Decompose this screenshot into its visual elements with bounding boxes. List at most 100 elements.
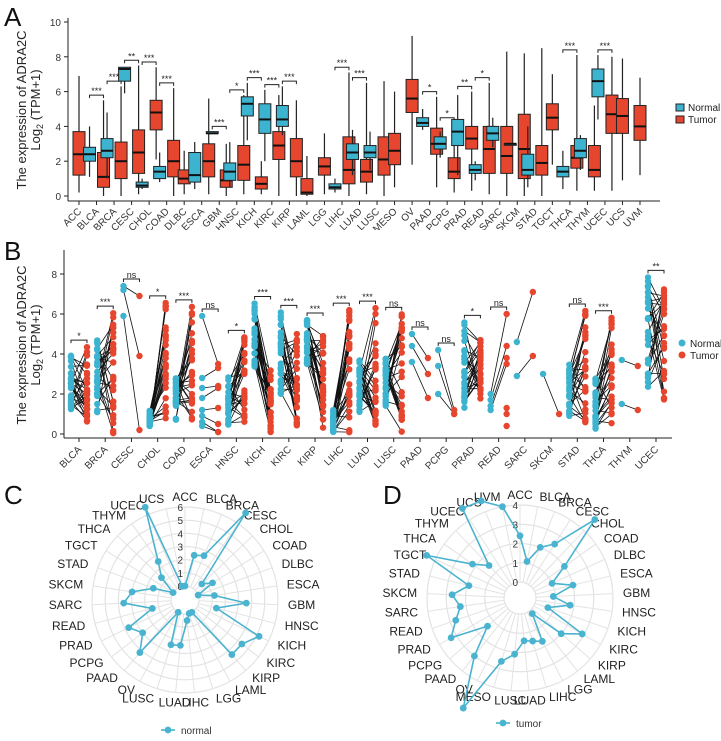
significance-label: *** <box>600 41 611 51</box>
radar-category-label: LIHC <box>549 690 577 704</box>
y-tick-label: 6 <box>51 310 57 321</box>
pair-line <box>96 348 114 416</box>
pair-line <box>123 315 140 431</box>
tumor-box <box>289 138 303 178</box>
tumor-point <box>503 310 510 318</box>
tumor-point <box>293 330 301 338</box>
radar-category-label: COAD <box>272 539 307 553</box>
radar-category-label: KICH <box>277 638 306 652</box>
pair-line <box>490 357 508 407</box>
x-tick-label: THYM <box>607 444 635 472</box>
normal-point <box>566 408 573 415</box>
normal-point <box>225 383 232 390</box>
normal-point <box>566 412 573 420</box>
tumor-point <box>608 410 615 418</box>
radar-spoke <box>455 530 510 587</box>
tumor-point <box>293 352 301 359</box>
normal-point <box>487 390 494 398</box>
significance-bracket <box>568 303 586 307</box>
normal-point <box>356 401 363 408</box>
pair-line <box>490 363 508 411</box>
tumor-point <box>660 288 668 296</box>
tumor-point <box>582 388 589 395</box>
normal-point <box>251 315 258 322</box>
radar-point <box>529 637 537 645</box>
significance-label: *** <box>91 86 102 96</box>
tumor-point <box>372 360 379 368</box>
significance-label: ns <box>494 298 504 308</box>
tumor-point <box>319 408 327 416</box>
x-tick-label: HNSC <box>214 444 242 472</box>
radar-point <box>158 574 165 582</box>
tumor-point <box>267 409 274 416</box>
radar-spoke <box>435 558 506 592</box>
tumor-point <box>83 387 91 395</box>
normal-point <box>408 342 416 350</box>
tumor-point <box>346 414 353 421</box>
significance-bracket <box>597 49 613 53</box>
normal-point <box>146 409 153 416</box>
normal-point <box>251 300 258 307</box>
normal-point <box>566 375 573 382</box>
radar-point <box>569 581 577 589</box>
tumor-box <box>405 78 419 113</box>
normal-point <box>644 360 652 367</box>
radar-point <box>238 640 246 648</box>
y-tick-label: 8 <box>55 53 61 64</box>
significance-label: ns <box>205 300 215 310</box>
pair-line <box>96 353 114 373</box>
tumor-box <box>300 178 314 195</box>
tumor-point <box>110 411 117 419</box>
significance-bracket <box>264 84 280 88</box>
tumor-point <box>477 350 484 357</box>
radar-spoke <box>131 523 178 589</box>
legend-tumor-label: Tumor <box>690 351 719 362</box>
tumor-point <box>83 371 91 378</box>
x-tick-label: LIHC <box>322 444 346 468</box>
normal-point <box>303 349 311 356</box>
tumor-point <box>136 352 143 360</box>
radar-point <box>174 608 182 616</box>
radar-point <box>528 610 536 618</box>
tumor-point <box>660 357 668 365</box>
radar-category-label: THCA <box>403 531 436 545</box>
significance-bracket <box>96 305 114 310</box>
radar-point <box>212 604 220 612</box>
normal-point <box>251 330 258 338</box>
tumor-point <box>346 328 353 336</box>
significance-label: ns <box>127 270 137 280</box>
radar-spoke <box>526 611 564 681</box>
radar-category-label: THYM <box>415 516 449 530</box>
tumor-point <box>477 395 484 402</box>
radar-spoke <box>192 523 239 589</box>
significance-bracket <box>474 77 490 81</box>
tumor-point <box>241 387 248 394</box>
legend-tumor-swatch <box>678 351 686 359</box>
tumor-point <box>162 403 169 410</box>
radar-category-label: KIRC <box>266 656 295 670</box>
radar-spoke <box>534 558 605 592</box>
tumor-point <box>241 368 248 375</box>
normal-point <box>172 379 180 387</box>
normal-point <box>67 369 75 377</box>
radar-spoke <box>462 610 511 672</box>
tumor-point <box>110 373 117 380</box>
tumor-point <box>398 334 405 342</box>
pair-line <box>437 349 455 411</box>
normal-point <box>303 317 311 325</box>
tumor-point <box>293 403 301 411</box>
normal-point <box>487 406 494 414</box>
pair-line <box>595 387 612 420</box>
radar-spoke <box>194 535 253 591</box>
radar-spoke <box>190 514 223 588</box>
radar-category-label: LAML <box>584 672 616 686</box>
radar-category-label: ACC <box>507 488 533 502</box>
tumor-point <box>372 340 379 347</box>
pair-line <box>411 361 429 399</box>
tumor-point <box>188 368 196 376</box>
tumor-point <box>136 292 143 300</box>
tumor-point <box>582 373 589 380</box>
radar-category-label: ESCA <box>620 567 653 581</box>
tumor-point <box>293 397 301 405</box>
radar-tick-label: 3 <box>512 520 518 531</box>
